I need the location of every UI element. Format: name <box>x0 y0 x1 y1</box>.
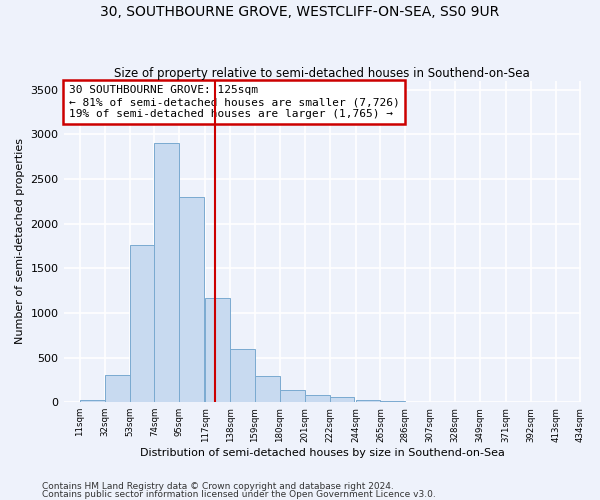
Y-axis label: Number of semi-detached properties: Number of semi-detached properties <box>15 138 25 344</box>
Bar <box>230 348 255 402</box>
Bar <box>154 143 179 402</box>
Bar <box>205 298 230 402</box>
Text: Contains HM Land Registry data © Crown copyright and database right 2024.: Contains HM Land Registry data © Crown c… <box>42 482 394 491</box>
Text: Contains public sector information licensed under the Open Government Licence v3: Contains public sector information licen… <box>42 490 436 499</box>
Bar <box>104 374 130 402</box>
Text: 30 SOUTHBOURNE GROVE: 125sqm
← 81% of semi-detached houses are smaller (7,726)
1: 30 SOUTHBOURNE GROVE: 125sqm ← 81% of se… <box>69 86 400 118</box>
Bar <box>130 245 154 402</box>
Text: 30, SOUTHBOURNE GROVE, WESTCLIFF-ON-SEA, SS0 9UR: 30, SOUTHBOURNE GROVE, WESTCLIFF-ON-SEA,… <box>100 5 500 19</box>
X-axis label: Distribution of semi-detached houses by size in Southend-on-Sea: Distribution of semi-detached houses by … <box>140 448 505 458</box>
Bar <box>356 400 380 402</box>
Bar <box>255 376 280 402</box>
Title: Size of property relative to semi-detached houses in Southend-on-Sea: Size of property relative to semi-detach… <box>114 66 530 80</box>
Bar <box>179 197 204 402</box>
Bar <box>329 397 355 402</box>
Bar <box>305 395 329 402</box>
Bar <box>80 400 104 402</box>
Bar <box>280 390 305 402</box>
